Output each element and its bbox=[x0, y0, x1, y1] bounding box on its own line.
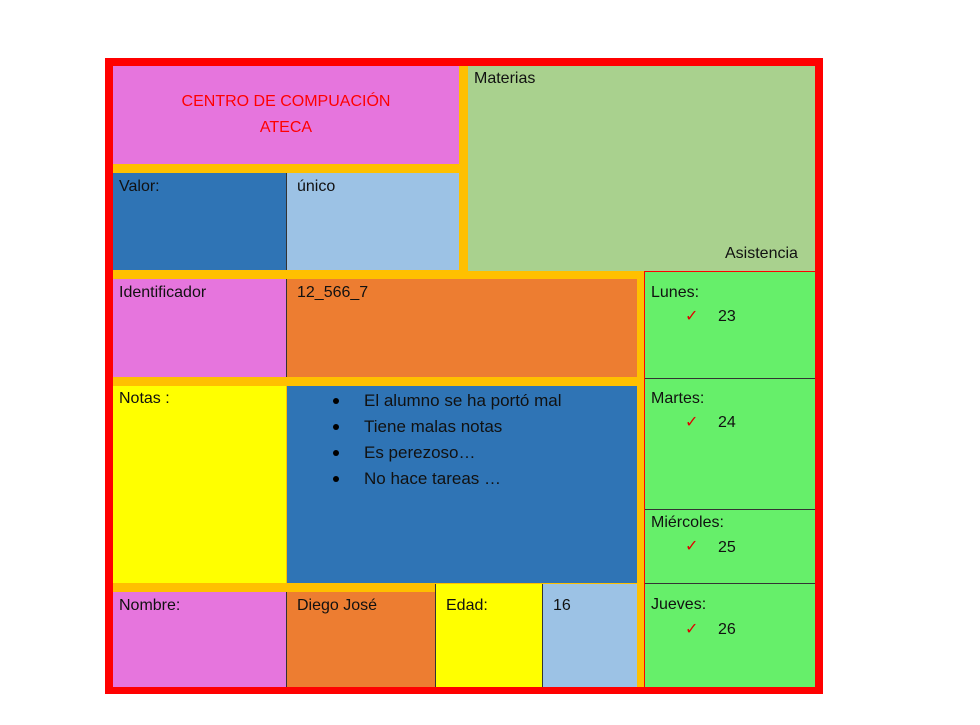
checkmark-icon: ✓ bbox=[685, 538, 699, 555]
valor-label-cell bbox=[113, 173, 286, 270]
attendance-divider bbox=[645, 378, 815, 379]
cell-divider bbox=[435, 584, 436, 687]
attendance-count-miercoles: 25 bbox=[718, 539, 736, 556]
notas-item: Es perezoso… bbox=[333, 440, 562, 466]
nombre-label: Nombre: bbox=[119, 597, 181, 614]
edad-label-cell bbox=[436, 584, 542, 687]
attendance-day-martes: Martes: bbox=[651, 390, 705, 407]
identificador-value-cell bbox=[287, 279, 637, 377]
valor-value: único bbox=[297, 178, 336, 195]
attendance-day-jueves: Jueves: bbox=[651, 596, 707, 613]
edad-value-cell bbox=[543, 584, 637, 687]
materias-cell bbox=[468, 66, 815, 271]
notas-item: No hace tareas … bbox=[333, 466, 562, 492]
checkmark-icon: ✓ bbox=[685, 621, 699, 638]
notas-list: El alumno se ha portó mal Tiene malas no… bbox=[333, 388, 562, 492]
title-line-2: ATECA bbox=[259, 119, 313, 136]
nombre-value: Diego José bbox=[297, 597, 378, 614]
title-line-1: CENTRO DE COMPUACIÓN bbox=[181, 93, 391, 110]
identificador-label-cell bbox=[113, 279, 286, 377]
attendance-count-jueves: 26 bbox=[718, 621, 736, 638]
notas-content-cell bbox=[287, 386, 637, 583]
header-title-cell bbox=[113, 66, 459, 164]
notas-label: Notas : bbox=[119, 390, 170, 407]
attendance-column bbox=[645, 272, 815, 687]
valor-label: Valor: bbox=[119, 178, 160, 195]
identificador-label: Identificador bbox=[119, 284, 207, 301]
attendance-day-lunes: Lunes: bbox=[651, 284, 700, 301]
materias-label: Materias bbox=[474, 70, 536, 87]
notas-label-cell bbox=[113, 386, 286, 583]
checkmark-icon: ✓ bbox=[685, 308, 699, 325]
notas-item: Tiene malas notas bbox=[333, 414, 562, 440]
cell-divider bbox=[286, 592, 287, 687]
checkmark-icon: ✓ bbox=[685, 414, 699, 431]
notas-item: El alumno se ha portó mal bbox=[333, 388, 562, 414]
attendance-divider bbox=[645, 509, 815, 510]
attendance-count-lunes: 23 bbox=[718, 308, 736, 325]
nombre-label-cell bbox=[113, 592, 286, 687]
identificador-value: 12_566_7 bbox=[297, 284, 369, 301]
valor-value-cell bbox=[287, 173, 459, 270]
nombre-value-cell bbox=[287, 592, 435, 687]
edad-value: 16 bbox=[553, 597, 571, 614]
attendance-count-martes: 24 bbox=[718, 414, 736, 431]
attendance-divider bbox=[645, 583, 815, 584]
cell-divider bbox=[286, 279, 287, 377]
edad-label: Edad: bbox=[446, 597, 488, 614]
cell-divider bbox=[542, 584, 543, 687]
asistencia-label: Asistencia bbox=[725, 245, 798, 262]
cell-divider bbox=[286, 173, 287, 270]
attendance-day-miercoles: Miércoles: bbox=[651, 514, 724, 531]
